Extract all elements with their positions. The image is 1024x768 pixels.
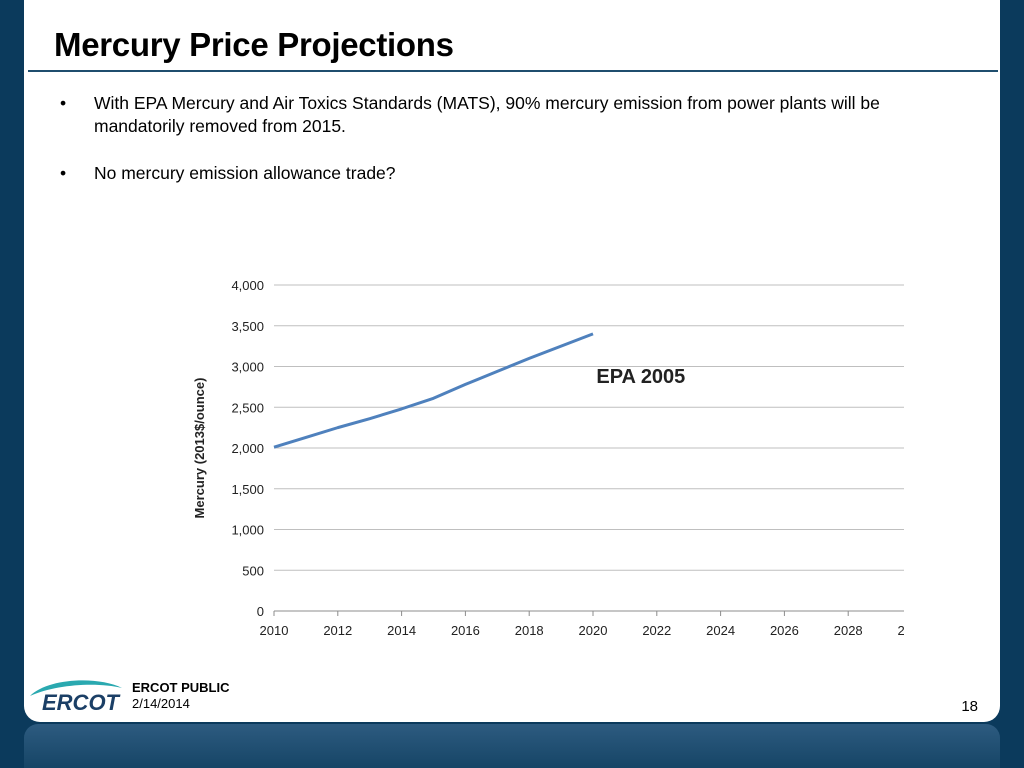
x-tick-label: 2024 [706, 623, 735, 638]
bullet-item: • With EPA Mercury and Air Toxics Standa… [60, 92, 940, 138]
y-tick-label: 4,000 [231, 278, 264, 293]
slide: Mercury Price Projections • With EPA Mer… [24, 0, 1000, 722]
x-tick-label: 2018 [515, 623, 544, 638]
x-tick-label: 2030 [898, 623, 904, 638]
bottom-bar [24, 724, 1000, 768]
bullet-text: No mercury emission allowance trade? [94, 162, 396, 185]
y-tick-label: 1,500 [231, 482, 264, 497]
bullet-text: With EPA Mercury and Air Toxics Standard… [94, 92, 940, 138]
line-chart: 0 500 1,000 1,500 2,000 2,500 3,000 3,500 4,000 2… [142, 222, 904, 650]
y-tick-label: 500 [242, 563, 264, 578]
series-annotation: EPA 2005 [596, 366, 685, 388]
y-axis-label: Mercury (2013$/ounce) [192, 378, 207, 519]
x-tick-label: 2014 [387, 623, 416, 638]
bullet-list: • With EPA Mercury and Air Toxics Standa… [60, 92, 940, 209]
y-tick-label: 2,000 [231, 441, 264, 456]
footer-info: ERCOT PUBLIC 2/14/2014 [132, 680, 230, 712]
page-number: 18 [961, 698, 978, 715]
footer-date: 2/14/2014 [132, 696, 230, 712]
logo-wordmark: ERCOT [42, 690, 121, 715]
x-tick-label: 2026 [770, 623, 799, 638]
ercot-logo: ERCOT [28, 674, 124, 721]
x-tick-label: 2010 [260, 623, 289, 638]
x-tick-label: 2020 [579, 623, 608, 638]
x-tick-label: 2028 [834, 623, 863, 638]
y-tick-label: 3,500 [231, 319, 264, 334]
bullet-marker: • [60, 92, 94, 138]
x-tick-label: 2012 [323, 623, 352, 638]
y-tick-label: 0 [257, 604, 264, 619]
x-tick-label: 2022 [642, 623, 671, 638]
classification-label: ERCOT PUBLIC [132, 680, 230, 696]
x-tick-label: 2016 [451, 623, 480, 638]
chart-svg: 0 500 1,000 1,500 2,000 2,500 3,000 3,500 4,000 2… [142, 222, 904, 650]
bullet-item: • No mercury emission allowance trade? [60, 162, 940, 185]
title-divider [28, 70, 998, 72]
y-tick-label: 2,500 [231, 400, 264, 415]
series-line [274, 334, 593, 447]
y-tick-label: 1,000 [231, 523, 264, 538]
y-tick-label: 3,000 [231, 360, 264, 375]
bullet-marker: • [60, 162, 94, 185]
slide-title: Mercury Price Projections [54, 26, 454, 64]
